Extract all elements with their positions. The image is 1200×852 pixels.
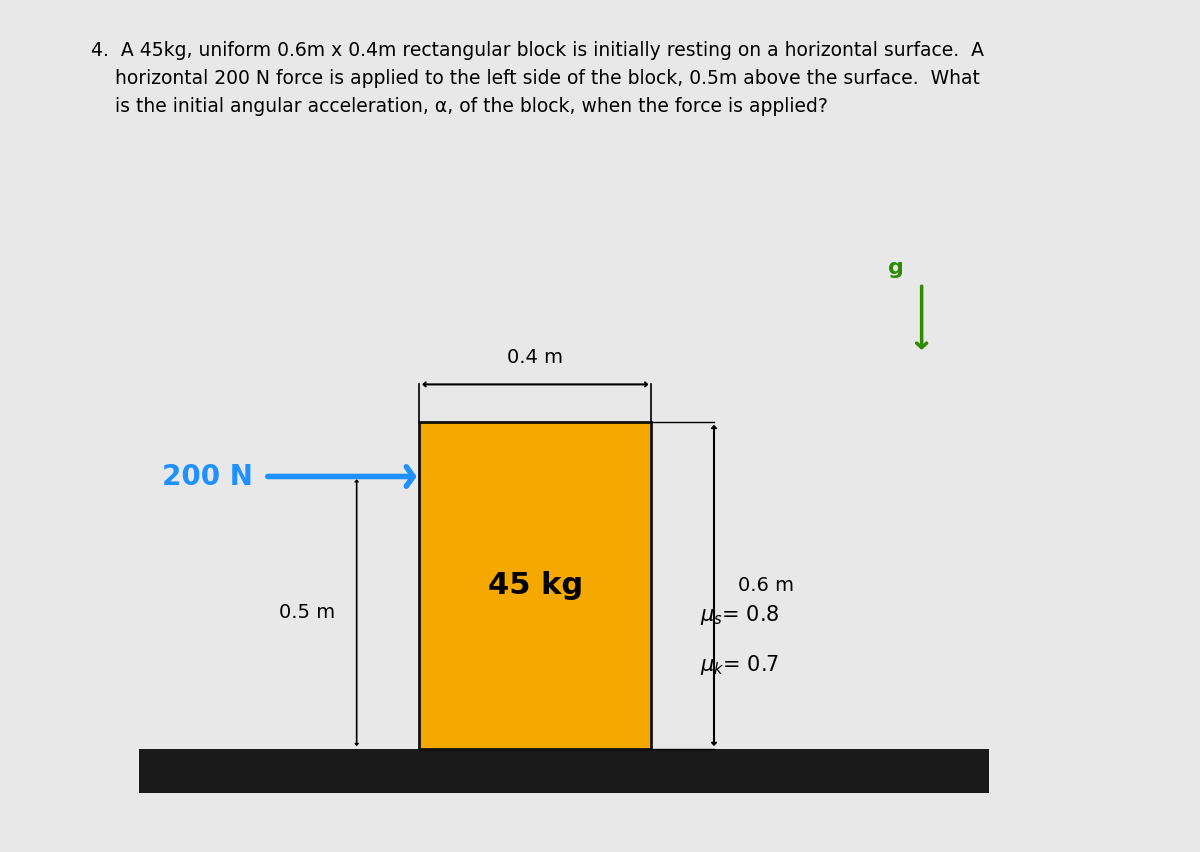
Text: 0.6 m: 0.6 m xyxy=(738,576,794,595)
Text: g: g xyxy=(888,258,905,279)
Text: 0.5 m: 0.5 m xyxy=(280,603,336,622)
Text: 45 kg: 45 kg xyxy=(487,571,583,600)
Text: 4.  A 45kg, uniform 0.6m x 0.4m rectangular block is initially resting on a hori: 4. A 45kg, uniform 0.6m x 0.4m rectangul… xyxy=(91,41,984,116)
Text: $\mu_k$= 0.7: $\mu_k$= 0.7 xyxy=(700,653,778,676)
Text: $\mu_s$= 0.8: $\mu_s$= 0.8 xyxy=(700,603,779,627)
Text: 0.4 m: 0.4 m xyxy=(508,348,563,366)
Bar xyxy=(139,749,989,793)
Bar xyxy=(420,422,652,749)
Text: 200 N: 200 N xyxy=(162,463,253,491)
